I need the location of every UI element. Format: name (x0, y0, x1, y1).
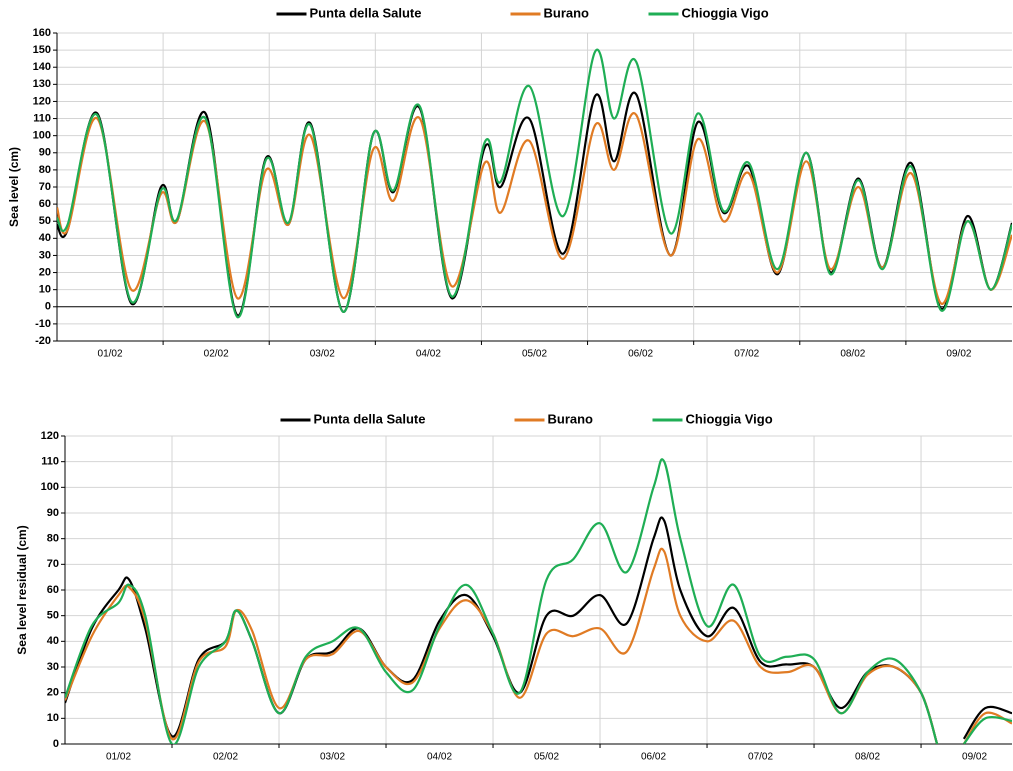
y-tick-label: 130 (33, 78, 51, 90)
y-tick-label: 10 (39, 284, 51, 296)
y-tick-label: 120 (33, 95, 51, 107)
series-line (65, 516, 1012, 744)
x-tick-label: 05/02 (522, 349, 547, 360)
y-tick-label: 50 (47, 610, 59, 622)
y-axis-label: Sea level (cm) (7, 147, 21, 227)
y-tick-label: 90 (39, 147, 51, 159)
legend-label: Punta della Salute (314, 411, 426, 426)
y-tick-label: 150 (33, 44, 51, 56)
series-line (57, 48, 1012, 319)
y-axis-label: Sea level residual (cm) (15, 525, 29, 654)
x-tick-label: 02/02 (204, 349, 229, 360)
series-line (57, 112, 1012, 305)
x-tick-label: 08/02 (840, 349, 865, 360)
series-line (65, 547, 1012, 744)
x-tick-label: 09/02 (962, 752, 987, 763)
y-tick-label: 40 (47, 635, 59, 647)
x-tick-label: 01/02 (106, 752, 131, 763)
y-tick-label: 40 (39, 232, 51, 244)
y-tick-label: 0 (53, 738, 59, 750)
y-tick-label: 50 (39, 215, 51, 227)
x-tick-label: 05/02 (534, 752, 559, 763)
y-tick-label: -20 (35, 335, 51, 347)
legend-label: Burano (544, 5, 590, 20)
y-tick-label: 60 (39, 198, 51, 210)
x-tick-label: 02/02 (213, 752, 238, 763)
legend-label: Punta della Salute (310, 5, 422, 20)
x-tick-label: 01/02 (98, 349, 123, 360)
legend-label: Chioggia Vigo (686, 411, 773, 426)
x-tick-label: 03/02 (320, 752, 345, 763)
x-tick-label: 07/02 (748, 752, 773, 763)
series-line (65, 458, 1012, 744)
y-tick-label: 140 (33, 61, 51, 73)
x-tick-label: 07/02 (734, 349, 759, 360)
y-tick-label: 100 (41, 481, 59, 493)
y-tick-label: 20 (47, 687, 59, 699)
y-tick-label: 80 (47, 533, 59, 545)
y-tick-label: 70 (39, 181, 51, 193)
x-tick-label: 06/02 (628, 349, 653, 360)
chart: -20 -10 0 10 20 30 40 50 60 70 80 90 100 110 120 130 140… (7, 5, 1012, 360)
chart: 0 10 20 30 40 50 60 70 80 90 100 110 120 01/02 02/02 03… (15, 411, 1012, 763)
y-tick-label: 100 (33, 130, 51, 142)
y-tick-label: 70 (47, 558, 59, 570)
y-tick-label: 110 (33, 112, 51, 124)
y-tick-label: 20 (39, 266, 51, 278)
x-tick-label: 08/02 (855, 752, 880, 763)
x-tick-label: 04/02 (416, 349, 441, 360)
y-tick-label: 60 (47, 584, 59, 596)
x-tick-label: 06/02 (641, 752, 666, 763)
y-tick-label: 30 (47, 661, 59, 673)
legend-label: Burano (548, 411, 594, 426)
y-tick-label: 120 (41, 430, 59, 442)
y-tick-label: 80 (39, 164, 51, 176)
y-tick-label: 160 (33, 27, 51, 39)
y-tick-label: -10 (35, 318, 51, 330)
y-tick-label: 10 (47, 712, 59, 724)
y-tick-label: 30 (39, 249, 51, 261)
y-tick-label: 110 (41, 456, 59, 468)
x-tick-label: 03/02 (310, 349, 335, 360)
x-tick-label: 04/02 (427, 752, 452, 763)
legend-label: Chioggia Vigo (682, 5, 769, 20)
x-tick-label: 09/02 (946, 349, 971, 360)
y-tick-label: 0 (45, 301, 51, 313)
y-tick-label: 90 (47, 507, 59, 519)
